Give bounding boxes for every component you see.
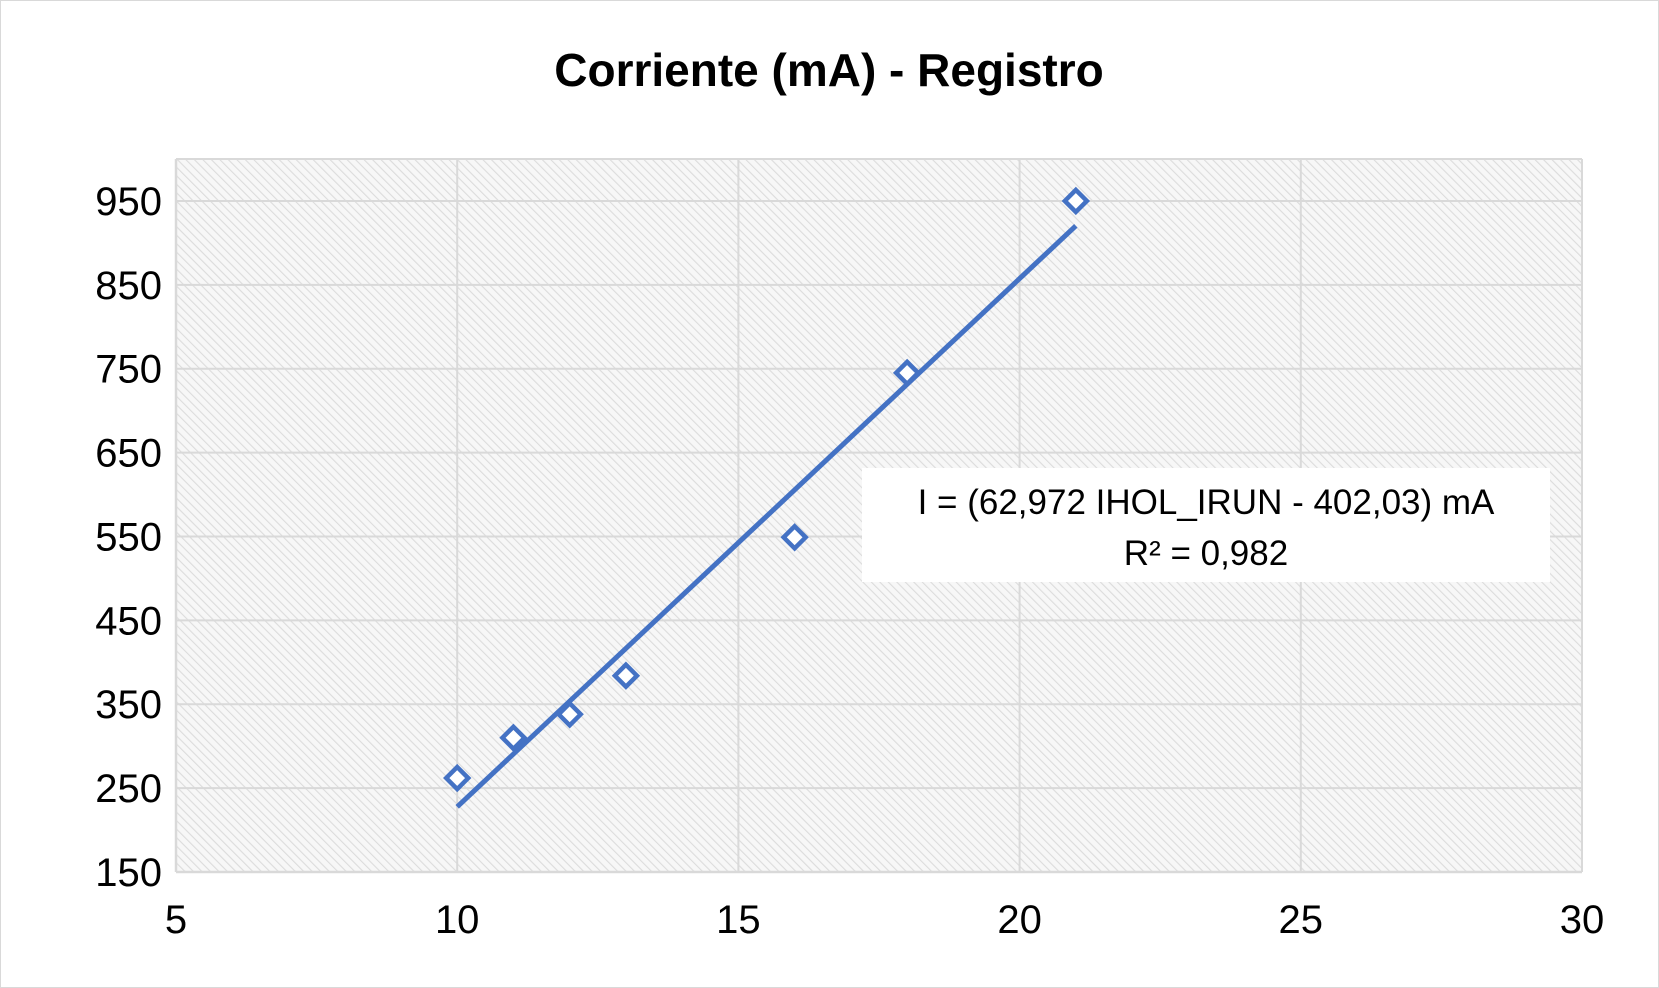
data-point xyxy=(555,700,584,729)
x-tick-label: 5 xyxy=(165,898,187,942)
data-point xyxy=(443,763,472,793)
x-axis-tick-labels: 5 10 15 20 25 30 xyxy=(165,898,1604,942)
y-tick-label: 950 xyxy=(95,180,162,224)
data-point xyxy=(780,523,809,552)
equation-background xyxy=(862,468,1550,582)
x-tick-label: 10 xyxy=(435,898,480,942)
x-tick-label: 25 xyxy=(1279,898,1324,942)
y-tick-label: 850 xyxy=(95,264,162,308)
data-point xyxy=(611,661,641,690)
y-tick-label: 650 xyxy=(95,432,162,476)
x-tick-label: 15 xyxy=(716,898,761,942)
data-points xyxy=(443,186,1091,793)
data-point xyxy=(892,358,922,388)
y-axis-tick-labels: 150 250 350 450 550 650 750 850 950 xyxy=(95,180,162,895)
r-squared-label: R² = 0,982 xyxy=(1124,534,1288,573)
x-tick-label: 30 xyxy=(1560,898,1605,942)
y-tick-label: 250 xyxy=(95,767,162,811)
y-tick-label: 350 xyxy=(95,683,162,727)
trendline-equation: I = (62,972 IHOL_IRUN - 402,03) mA xyxy=(918,483,1495,522)
y-tick-label: 750 xyxy=(95,348,162,392)
y-tick-label: 550 xyxy=(95,515,162,559)
y-tick-label: 150 xyxy=(95,851,162,895)
axes xyxy=(174,159,1582,874)
chart-title: Corriente (mA) - Registro xyxy=(554,44,1103,96)
y-tick-label: 450 xyxy=(95,599,162,643)
data-point xyxy=(1061,186,1091,216)
data-point xyxy=(499,723,528,752)
trendline-equation-box: I = (62,972 IHOL_IRUN - 402,03) mA R² = … xyxy=(862,468,1550,582)
x-tick-label: 20 xyxy=(997,898,1042,942)
